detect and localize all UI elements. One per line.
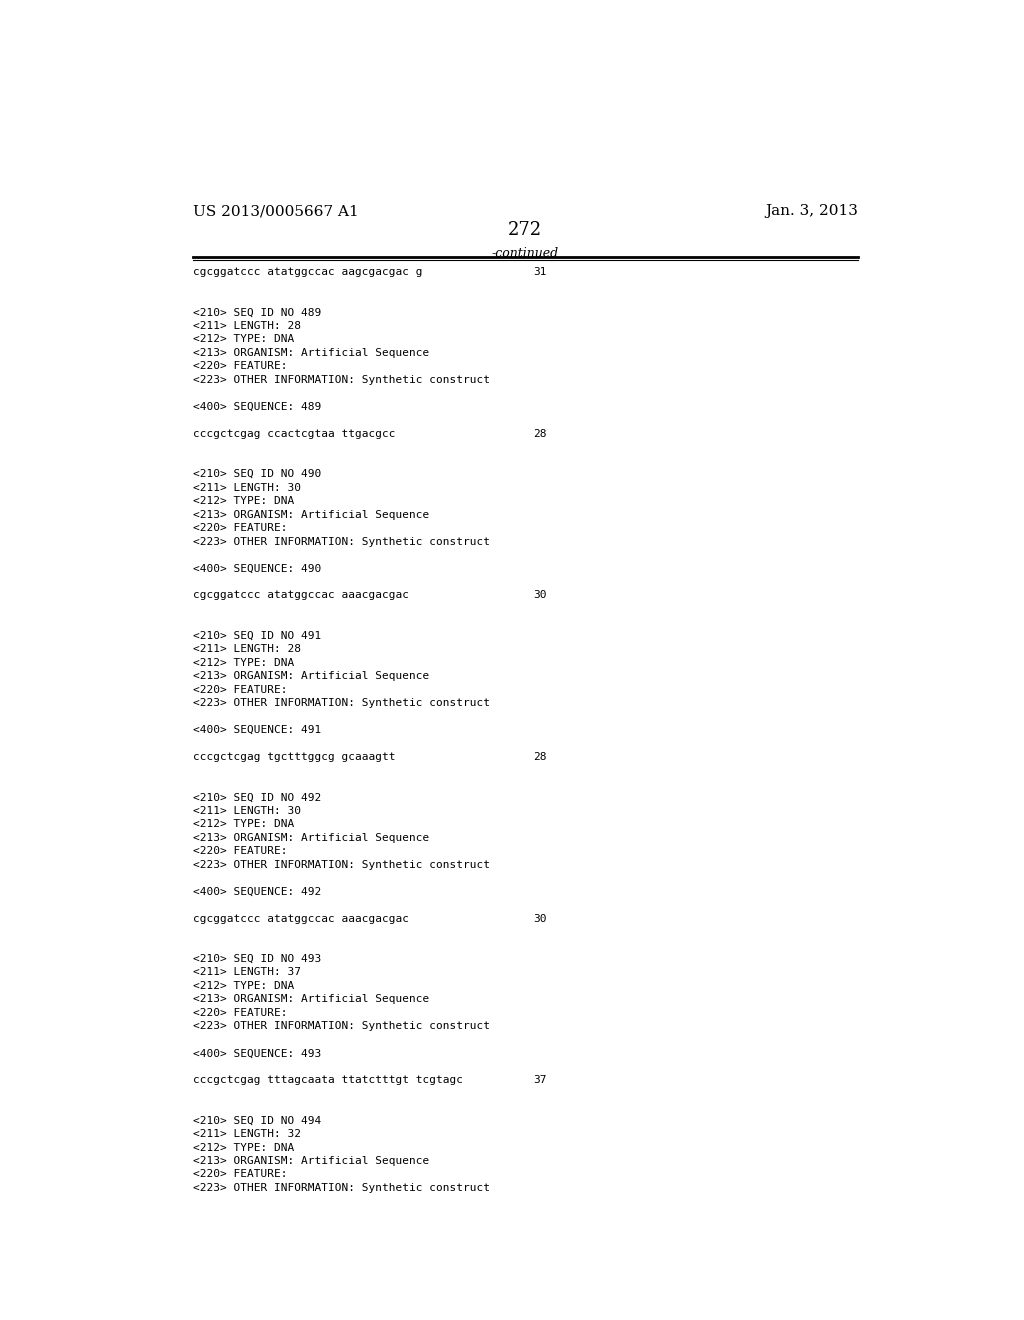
- Text: 30: 30: [532, 913, 546, 924]
- Text: <212> TYPE: DNA: <212> TYPE: DNA: [194, 820, 294, 829]
- Text: <220> FEATURE:: <220> FEATURE:: [194, 685, 288, 694]
- Text: <220> FEATURE:: <220> FEATURE:: [194, 362, 288, 371]
- Text: cgcggatccc atatggccac aagcgacgac g: cgcggatccc atatggccac aagcgacgac g: [194, 267, 423, 277]
- Text: <220> FEATURE:: <220> FEATURE:: [194, 1170, 288, 1180]
- Text: <400> SEQUENCE: 491: <400> SEQUENCE: 491: [194, 725, 322, 735]
- Text: <400> SEQUENCE: 492: <400> SEQUENCE: 492: [194, 887, 322, 896]
- Text: <211> LENGTH: 30: <211> LENGTH: 30: [194, 805, 301, 816]
- Text: <220> FEATURE:: <220> FEATURE:: [194, 846, 288, 857]
- Text: <210> SEQ ID NO 493: <210> SEQ ID NO 493: [194, 954, 322, 964]
- Text: <223> OTHER INFORMATION: Synthetic construct: <223> OTHER INFORMATION: Synthetic const…: [194, 859, 490, 870]
- Text: <212> TYPE: DNA: <212> TYPE: DNA: [194, 657, 294, 668]
- Text: cgcggatccc atatggccac aaacgacgac: cgcggatccc atatggccac aaacgacgac: [194, 590, 409, 601]
- Text: <213> ORGANISM: Artificial Sequence: <213> ORGANISM: Artificial Sequence: [194, 833, 429, 842]
- Text: <223> OTHER INFORMATION: Synthetic construct: <223> OTHER INFORMATION: Synthetic const…: [194, 536, 490, 546]
- Text: 28: 28: [532, 429, 546, 438]
- Text: 30: 30: [532, 590, 546, 601]
- Text: <213> ORGANISM: Artificial Sequence: <213> ORGANISM: Artificial Sequence: [194, 348, 429, 358]
- Text: 272: 272: [508, 222, 542, 239]
- Text: 31: 31: [532, 267, 546, 277]
- Text: <210> SEQ ID NO 492: <210> SEQ ID NO 492: [194, 792, 322, 803]
- Text: <211> LENGTH: 28: <211> LENGTH: 28: [194, 644, 301, 655]
- Text: <220> FEATURE:: <220> FEATURE:: [194, 1008, 288, 1018]
- Text: <210> SEQ ID NO 494: <210> SEQ ID NO 494: [194, 1115, 322, 1126]
- Text: <211> LENGTH: 30: <211> LENGTH: 30: [194, 483, 301, 492]
- Text: cccgctcgag tgctttggcg gcaaagtt: cccgctcgag tgctttggcg gcaaagtt: [194, 752, 395, 762]
- Text: <223> OTHER INFORMATION: Synthetic construct: <223> OTHER INFORMATION: Synthetic const…: [194, 1022, 490, 1031]
- Text: Jan. 3, 2013: Jan. 3, 2013: [765, 205, 858, 218]
- Text: cccgctcgag tttagcaata ttatctttgt tcgtagc: cccgctcgag tttagcaata ttatctttgt tcgtagc: [194, 1076, 463, 1085]
- Text: <211> LENGTH: 28: <211> LENGTH: 28: [194, 321, 301, 331]
- Text: <400> SEQUENCE: 490: <400> SEQUENCE: 490: [194, 564, 322, 573]
- Text: US 2013/0005667 A1: US 2013/0005667 A1: [194, 205, 358, 218]
- Text: <212> TYPE: DNA: <212> TYPE: DNA: [194, 1143, 294, 1152]
- Text: 37: 37: [532, 1076, 546, 1085]
- Text: <220> FEATURE:: <220> FEATURE:: [194, 523, 288, 533]
- Text: <212> TYPE: DNA: <212> TYPE: DNA: [194, 334, 294, 345]
- Text: <223> OTHER INFORMATION: Synthetic construct: <223> OTHER INFORMATION: Synthetic const…: [194, 698, 490, 708]
- Text: <210> SEQ ID NO 490: <210> SEQ ID NO 490: [194, 469, 322, 479]
- Text: cgcggatccc atatggccac aaacgacgac: cgcggatccc atatggccac aaacgacgac: [194, 913, 409, 924]
- Text: <213> ORGANISM: Artificial Sequence: <213> ORGANISM: Artificial Sequence: [194, 1156, 429, 1166]
- Text: <400> SEQUENCE: 493: <400> SEQUENCE: 493: [194, 1048, 322, 1059]
- Text: <211> LENGTH: 32: <211> LENGTH: 32: [194, 1129, 301, 1139]
- Text: <213> ORGANISM: Artificial Sequence: <213> ORGANISM: Artificial Sequence: [194, 671, 429, 681]
- Text: <223> OTHER INFORMATION: Synthetic construct: <223> OTHER INFORMATION: Synthetic const…: [194, 1183, 490, 1193]
- Text: <210> SEQ ID NO 489: <210> SEQ ID NO 489: [194, 308, 322, 318]
- Text: <210> SEQ ID NO 491: <210> SEQ ID NO 491: [194, 631, 322, 640]
- Text: <211> LENGTH: 37: <211> LENGTH: 37: [194, 968, 301, 977]
- Text: <213> ORGANISM: Artificial Sequence: <213> ORGANISM: Artificial Sequence: [194, 510, 429, 520]
- Text: <212> TYPE: DNA: <212> TYPE: DNA: [194, 496, 294, 506]
- Text: <223> OTHER INFORMATION: Synthetic construct: <223> OTHER INFORMATION: Synthetic const…: [194, 375, 490, 385]
- Text: <213> ORGANISM: Artificial Sequence: <213> ORGANISM: Artificial Sequence: [194, 994, 429, 1005]
- Text: -continued: -continued: [492, 247, 558, 260]
- Text: 28: 28: [532, 752, 546, 762]
- Text: cccgctcgag ccactcgtaa ttgacgcc: cccgctcgag ccactcgtaa ttgacgcc: [194, 429, 395, 438]
- Text: <212> TYPE: DNA: <212> TYPE: DNA: [194, 981, 294, 991]
- Text: <400> SEQUENCE: 489: <400> SEQUENCE: 489: [194, 401, 322, 412]
